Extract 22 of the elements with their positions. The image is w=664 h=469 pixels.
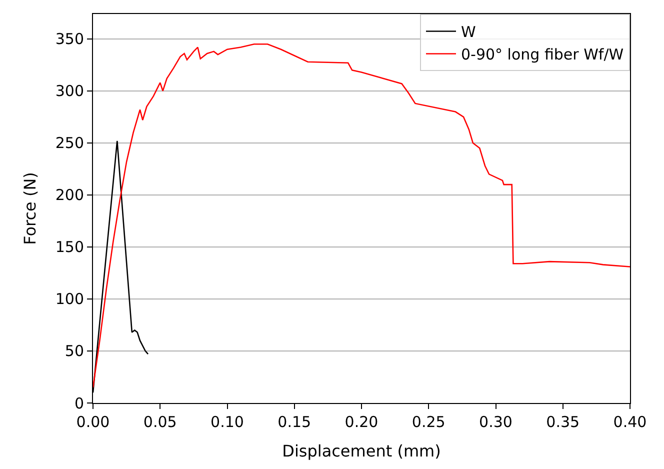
y-tick-label: 100 [55, 290, 84, 308]
x-tick-label: 0.40 [613, 413, 647, 431]
x-tick-label: 0.30 [479, 413, 512, 431]
y-tick-label: 350 [55, 30, 84, 48]
x-axis-title: Displacement (mm) [282, 442, 441, 461]
y-axis-title: Force (N) [20, 172, 40, 245]
x-tick-label: 0.05 [143, 413, 177, 431]
x-tick-label: 0.10 [210, 413, 244, 431]
y-tick-label: 300 [55, 82, 84, 100]
y-tick-label: 0 [74, 394, 84, 412]
y-tick-label: 250 [55, 134, 84, 152]
y-tick-label: 200 [55, 186, 84, 204]
legend-label: W [461, 23, 476, 42]
x-tick-label: 0.15 [278, 413, 312, 431]
y-tick-label: 150 [55, 238, 84, 256]
line-series [93, 44, 630, 388]
x-tick-label: 0.20 [344, 413, 378, 431]
legend-label: 0-90° long fiber Wf/W [461, 46, 624, 64]
x-tick-label: 0.25 [412, 413, 446, 431]
x-tick-label: 0.35 [546, 413, 580, 431]
x-tick-label: 0.00 [76, 413, 110, 431]
y-tick-label: 50 [64, 342, 84, 360]
